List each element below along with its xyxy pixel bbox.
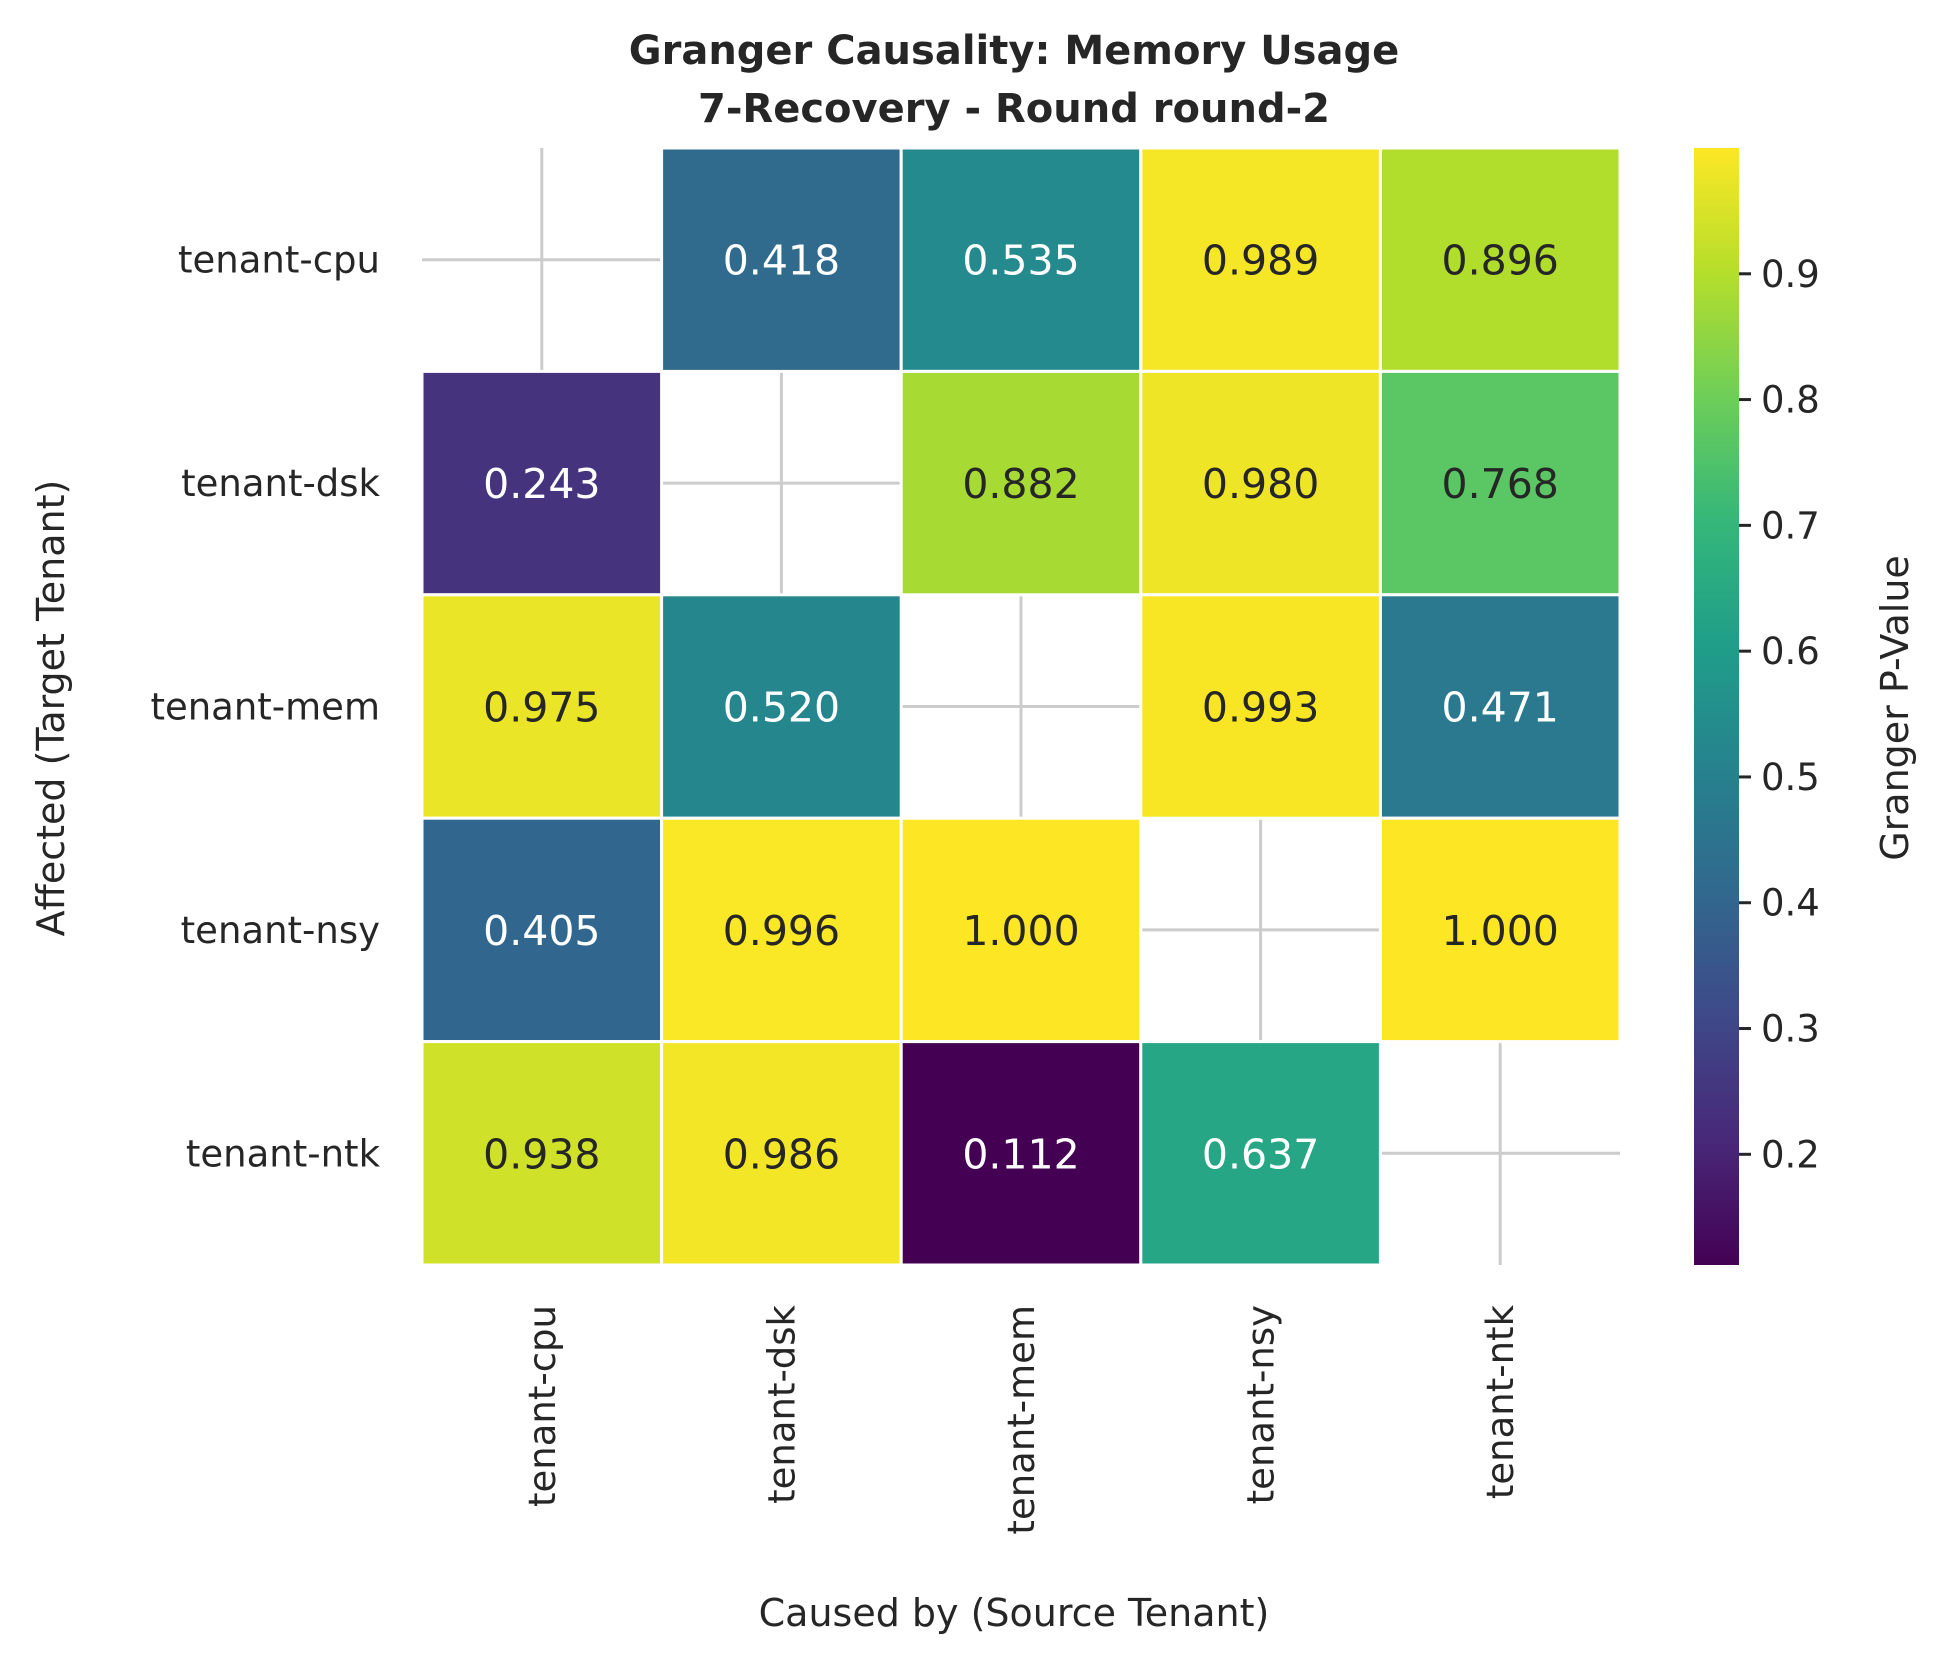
cell-value-label: 0.996 [723, 907, 840, 955]
heatmap-cell-tenant-dsk-tenant-ntk [1378, 369, 1622, 597]
colorbar-tick-label: 0.3 [1761, 1008, 1820, 1051]
heatmap-cells: 0.418 0.535 0.989 0.896 0.243 0.882 0.980 0.768… [420, 146, 1622, 1267]
heatmap-cell-tenant-mem-tenant-cpu [420, 593, 664, 820]
cell-value-label: 1.000 [962, 907, 1079, 955]
cell-value-label: 0.405 [483, 907, 600, 955]
y-tick-label: tenant-ntk [186, 1132, 381, 1175]
chart-title-line-2: 7-Recovery - Round round-2 [698, 86, 1330, 132]
heatmap-cell-tenant-nsy-tenant-mem [899, 816, 1143, 1044]
cell-value-label: 0.471 [1442, 684, 1559, 732]
colorbar-tick-label: 0.5 [1761, 756, 1820, 799]
cell-value-label: 0.520 [723, 684, 840, 732]
heatmap-cell-tenant-nsy-tenant-ntk [1378, 816, 1622, 1044]
colorbar-label: Granger P-Value [1873, 555, 1917, 861]
cell-value-label: 0.896 [1442, 237, 1559, 285]
colorbar-tick-label: 0.4 [1761, 882, 1820, 925]
x-tick-labels: tenant-cpu tenant-dsk tenant-mem tenant-nsy… [521, 1304, 1522, 1534]
x-tick-label: tenant-nsy [1240, 1305, 1283, 1504]
heatmap-cell-tenant-ntk-tenant-dsk [660, 1040, 903, 1267]
cell-value-label: 1.000 [1442, 907, 1559, 955]
heatmap-cell-tenant-mem-tenant-ntk [1378, 593, 1622, 820]
heatmap-cell-tenant-dsk-tenant-nsy [1139, 369, 1382, 597]
cell-value-label: 0.535 [962, 237, 1079, 285]
colorbar-tick-label: 0.8 [1761, 379, 1820, 422]
y-tick-label: tenant-nsy [181, 909, 380, 952]
heatmap-cell-tenant-mem-tenant-nsy [1139, 593, 1382, 820]
x-tick-label: tenant-mem [1000, 1305, 1043, 1535]
cell-value-label: 0.986 [723, 1130, 840, 1178]
heatmap-cell-tenant-cpu-tenant-nsy [1139, 146, 1382, 373]
colorbar-ticks: 0.2 0.3 0.4 0.5 0.6 0.7 0.8 0.9 [1739, 253, 1820, 1176]
y-tick-label: tenant-mem [150, 686, 380, 729]
heatmap-cell-tenant-ntk-tenant-nsy [1139, 1040, 1382, 1267]
cell-value-label: 0.980 [1202, 460, 1319, 508]
y-tick-label: tenant-cpu [178, 239, 380, 282]
heatmap-cell-tenant-dsk-tenant-mem [899, 369, 1143, 597]
heatmap-cell-tenant-dsk-tenant-cpu [420, 369, 664, 597]
y-tick-labels: tenant-cpu tenant-dsk tenant-mem tenant-nsy… [150, 239, 380, 1176]
cell-value-label: 0.975 [483, 684, 600, 732]
heatmap-cell-tenant-cpu-tenant-dsk [660, 146, 903, 373]
cell-value-label: 0.243 [483, 460, 600, 508]
colorbar-tick-label: 0.7 [1761, 504, 1820, 547]
heatmap-cell-tenant-mem-tenant-dsk [660, 593, 903, 820]
colorbar-tick-label: 0.9 [1761, 253, 1820, 296]
colorbar [1694, 148, 1739, 1265]
x-tick-label: tenant-cpu [521, 1305, 564, 1507]
cell-value-label: 0.637 [1202, 1130, 1319, 1178]
x-tick-label: tenant-dsk [760, 1304, 803, 1503]
colorbar-tick-label: 0.6 [1761, 630, 1820, 673]
chart-title-line-1: Granger Causality: Memory Usage [629, 28, 1399, 74]
heatmap-cell-tenant-cpu-tenant-ntk [1378, 146, 1622, 373]
cell-value-label: 0.768 [1442, 460, 1559, 508]
colorbar-tick-label: 0.2 [1761, 1133, 1820, 1176]
y-tick-label: tenant-dsk [181, 462, 380, 505]
cell-value-label: 0.993 [1202, 684, 1319, 732]
cell-value-label: 0.989 [1202, 237, 1319, 285]
x-tick-label: tenant-ntk [1479, 1304, 1522, 1499]
cell-value-label: 0.938 [483, 1130, 600, 1178]
cell-value-label: 0.882 [962, 460, 1079, 508]
cell-value-label: 0.418 [723, 237, 840, 285]
cell-value-label: 0.112 [962, 1130, 1079, 1178]
y-axis-label: Affected (Target Tenant) [29, 480, 73, 937]
x-axis-label: Caused by (Source Tenant) [759, 1591, 1270, 1635]
